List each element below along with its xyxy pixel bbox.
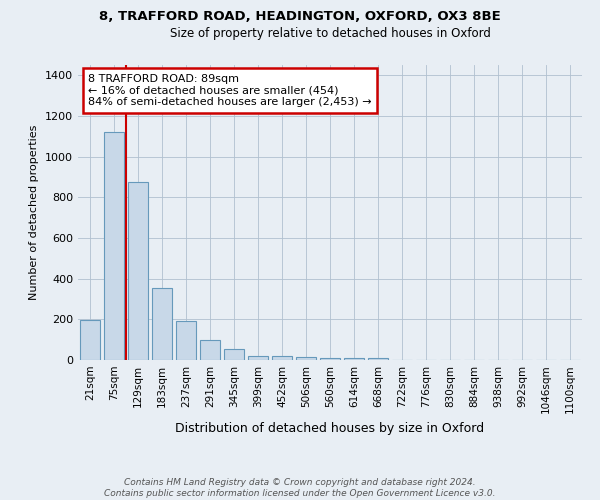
Text: 8, TRAFFORD ROAD, HEADINGTON, OXFORD, OX3 8BE: 8, TRAFFORD ROAD, HEADINGTON, OXFORD, OX…	[99, 10, 501, 23]
Bar	[224, 350, 244, 360]
Text: Contains HM Land Registry data © Crown copyright and database right 2024.
Contai: Contains HM Land Registry data © Crown c…	[104, 478, 496, 498]
Bar	[152, 288, 172, 360]
Y-axis label: Number of detached properties: Number of detached properties	[29, 125, 40, 300]
Bar	[296, 357, 316, 360]
Bar	[344, 358, 364, 360]
Bar	[104, 132, 124, 360]
Bar	[200, 340, 220, 360]
Bar	[368, 358, 388, 360]
X-axis label: Distribution of detached houses by size in Oxford: Distribution of detached houses by size …	[175, 422, 485, 435]
Bar	[320, 358, 340, 360]
Bar	[176, 322, 196, 360]
Bar	[248, 356, 268, 360]
Bar	[80, 320, 100, 360]
Bar	[128, 182, 148, 360]
Title: Size of property relative to detached houses in Oxford: Size of property relative to detached ho…	[170, 27, 490, 40]
Text: 8 TRAFFORD ROAD: 89sqm
← 16% of detached houses are smaller (454)
84% of semi-de: 8 TRAFFORD ROAD: 89sqm ← 16% of detached…	[88, 74, 372, 107]
Bar	[272, 356, 292, 360]
